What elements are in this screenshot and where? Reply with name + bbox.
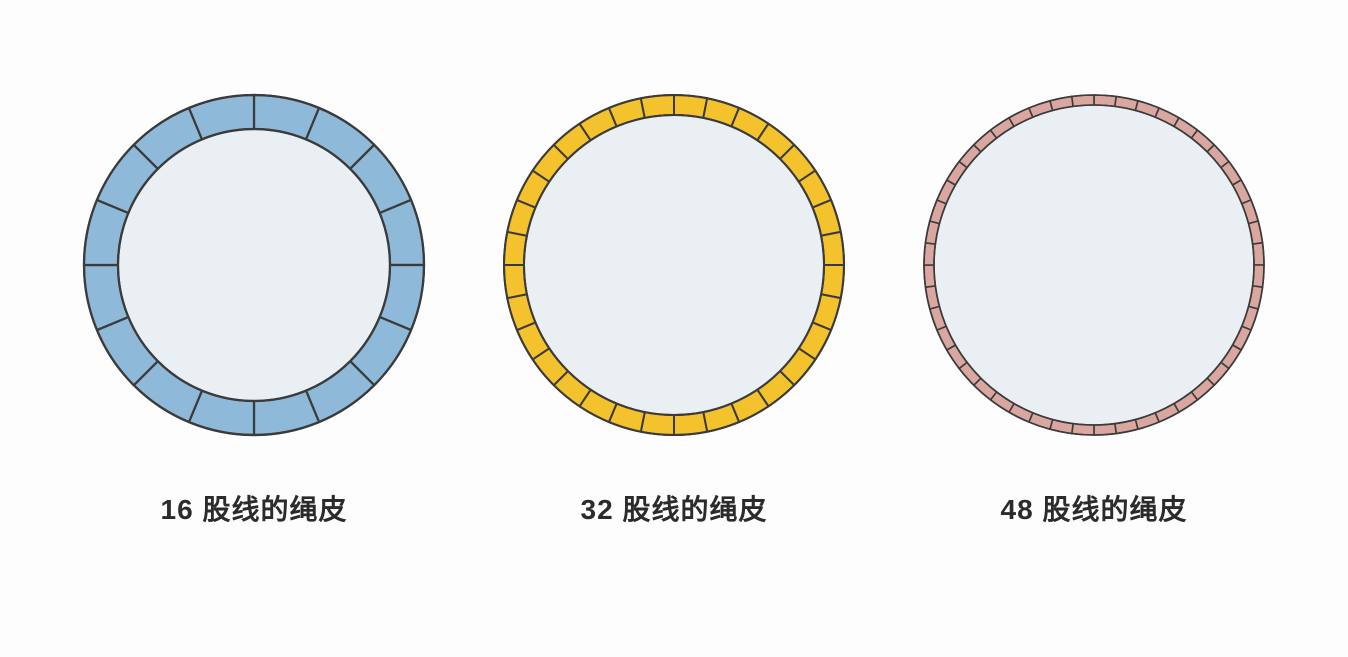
ring32-svg bbox=[494, 85, 854, 445]
ring16-caption: 16 股线的绳皮 bbox=[161, 488, 348, 528]
rope-sheath-diagram-row: 16 股线的绳皮 32 股线的绳皮 48 股线的绳皮 bbox=[0, 0, 1348, 657]
ring48-caption: 48 股线的绳皮 bbox=[1001, 488, 1188, 528]
ring48-core bbox=[934, 105, 1254, 425]
ring-panel-32: 32 股线的绳皮 bbox=[484, 50, 864, 528]
ring48-figure bbox=[904, 50, 1284, 480]
ring-panel-48: 48 股线的绳皮 bbox=[904, 50, 1284, 528]
ring16-core bbox=[118, 129, 390, 401]
ring-panel-16: 16 股线的绳皮 bbox=[64, 50, 444, 528]
ring16-svg bbox=[74, 85, 434, 445]
ring16-figure bbox=[64, 50, 444, 480]
ring48-svg bbox=[914, 85, 1274, 445]
ring32-caption: 32 股线的绳皮 bbox=[581, 488, 768, 528]
ring32-core bbox=[524, 115, 824, 415]
ring32-figure bbox=[484, 50, 864, 480]
